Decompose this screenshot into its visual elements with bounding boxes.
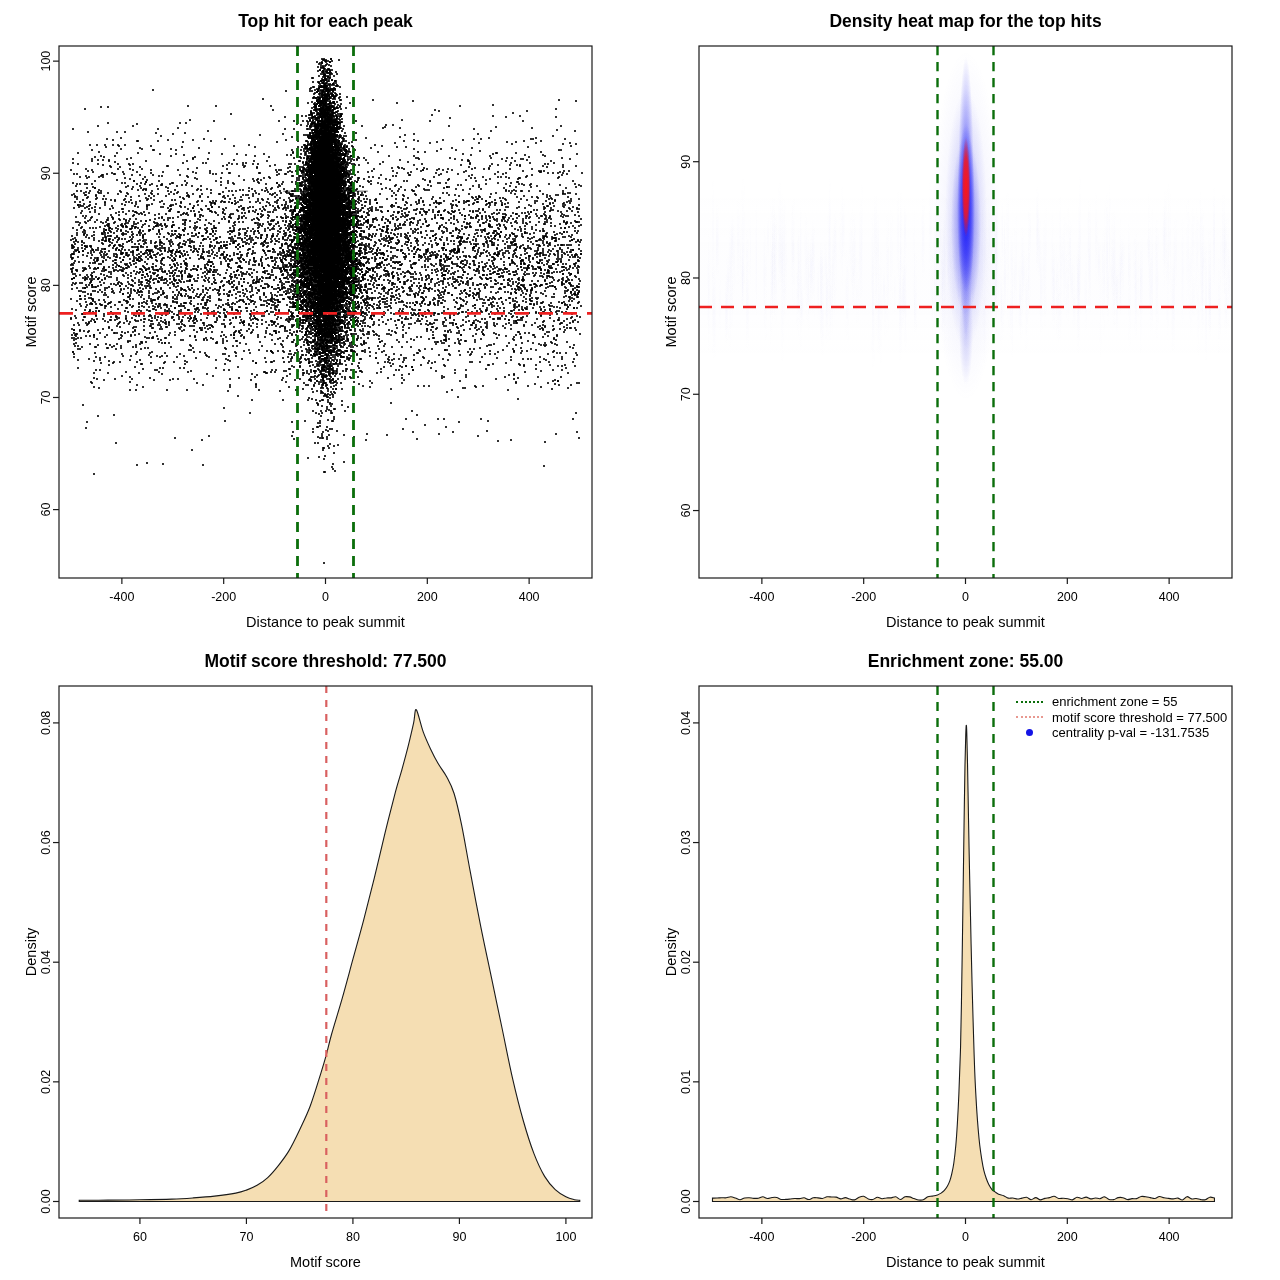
heatmap-title: Density heat map for the top hits <box>699 13 1232 31</box>
motif-density-ylabel: Density <box>24 928 39 976</box>
scatter-plot-canvas <box>0 0 640 640</box>
legend: enrichment zone = 55 motif score thresho… <box>1016 694 1227 740</box>
legend-item-motif-threshold: motif score threshold = 77.500 <box>1016 709 1227 724</box>
heatmap-xlabel: Distance to peak summit <box>699 615 1232 630</box>
motif-density-xlabel: Motif score <box>59 1255 592 1270</box>
legend-label: centrality p-val = -131.7535 <box>1052 725 1209 740</box>
heatmap-plot-canvas <box>640 0 1280 640</box>
legend-label: motif score threshold = 77.500 <box>1052 710 1227 725</box>
enrichment-density-xlabel: Distance to peak summit <box>699 1255 1232 1270</box>
legend-item-centrality-pval: centrality p-val = -131.7535 <box>1016 725 1227 740</box>
green-dotted-line-icon <box>1016 701 1043 703</box>
legend-label: enrichment zone = 55 <box>1052 694 1177 709</box>
blue-dot-icon <box>1016 729 1043 736</box>
enrichment-density-title: Enrichment zone: 55.00 <box>699 653 1232 671</box>
enrichment-density-ylabel: Density <box>664 928 679 976</box>
motif-density-plot-canvas <box>0 640 640 1280</box>
figure: Top hit for each peak Density heat map f… <box>0 0 1280 1280</box>
scatter-xlabel: Distance to peak summit <box>59 615 592 630</box>
heatmap-ylabel: Motif score <box>664 277 679 348</box>
scatter-title: Top hit for each peak <box>59 13 592 31</box>
motif-density-title: Motif score threshold: 77.500 <box>59 653 592 671</box>
scatter-ylabel: Motif score <box>24 277 39 348</box>
legend-item-enrichment-zone: enrichment zone = 55 <box>1016 694 1227 709</box>
blue-dot <box>1026 729 1033 736</box>
red-dotted-line-icon <box>1016 716 1043 718</box>
